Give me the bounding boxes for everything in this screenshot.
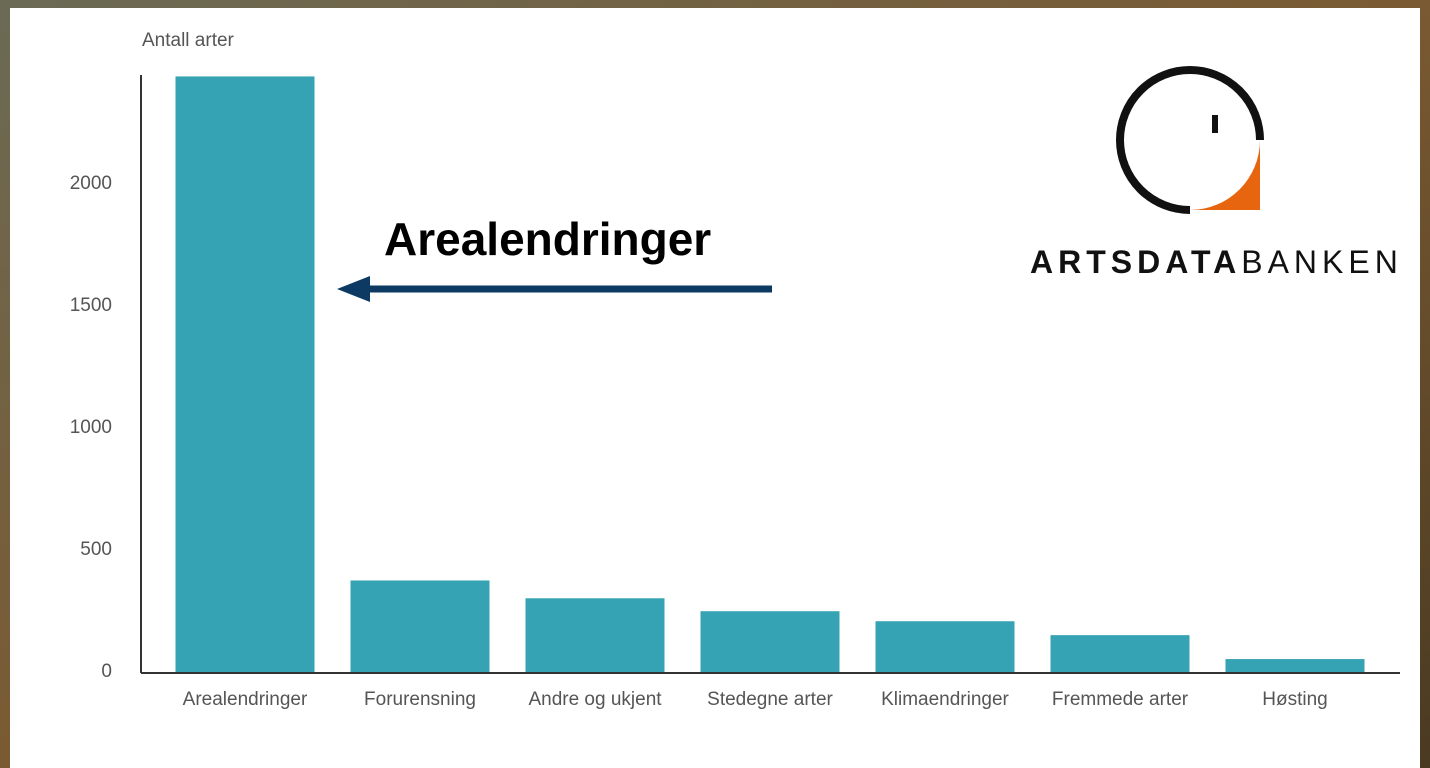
- y-tick-label: 1000: [70, 417, 112, 438]
- bar: [525, 598, 665, 672]
- y-tick-label: 1500: [70, 295, 112, 316]
- annotation: Arealendringer: [384, 213, 711, 265]
- x-tick-label: Klimaendringer: [881, 689, 1009, 710]
- bar: [1050, 635, 1190, 672]
- x-tick-label: Andre og ukjent: [528, 689, 662, 710]
- bar: [700, 611, 840, 672]
- x-tick-label: Høsting: [1262, 689, 1327, 710]
- y-tick-label: 500: [80, 539, 112, 560]
- x-tick-label: Fremmede arter: [1052, 689, 1189, 710]
- x-tick-label: Arealendringer: [183, 689, 308, 710]
- bar: [1225, 659, 1365, 672]
- arrow-head: [337, 276, 370, 302]
- bar: [350, 580, 490, 672]
- y-tick-label: 2000: [70, 173, 112, 194]
- logo-text-light: BANKEN: [1241, 244, 1403, 280]
- bar: [175, 76, 315, 673]
- y-tick-label: 0: [101, 661, 112, 682]
- logo-text: ARTSDATABANKEN: [1030, 244, 1403, 280]
- logo-quarter: [1190, 140, 1260, 210]
- logo-ring: [1116, 66, 1264, 214]
- bar: [875, 621, 1015, 672]
- y-axis-label: Antall arter: [142, 30, 235, 51]
- logo-text-bold: ARTSDATA: [1030, 244, 1241, 280]
- logo: ARTSDATABANKEN: [1030, 66, 1403, 280]
- x-tick-label: Stedegne arter: [707, 689, 833, 710]
- x-tick-label: Forurensning: [364, 689, 476, 710]
